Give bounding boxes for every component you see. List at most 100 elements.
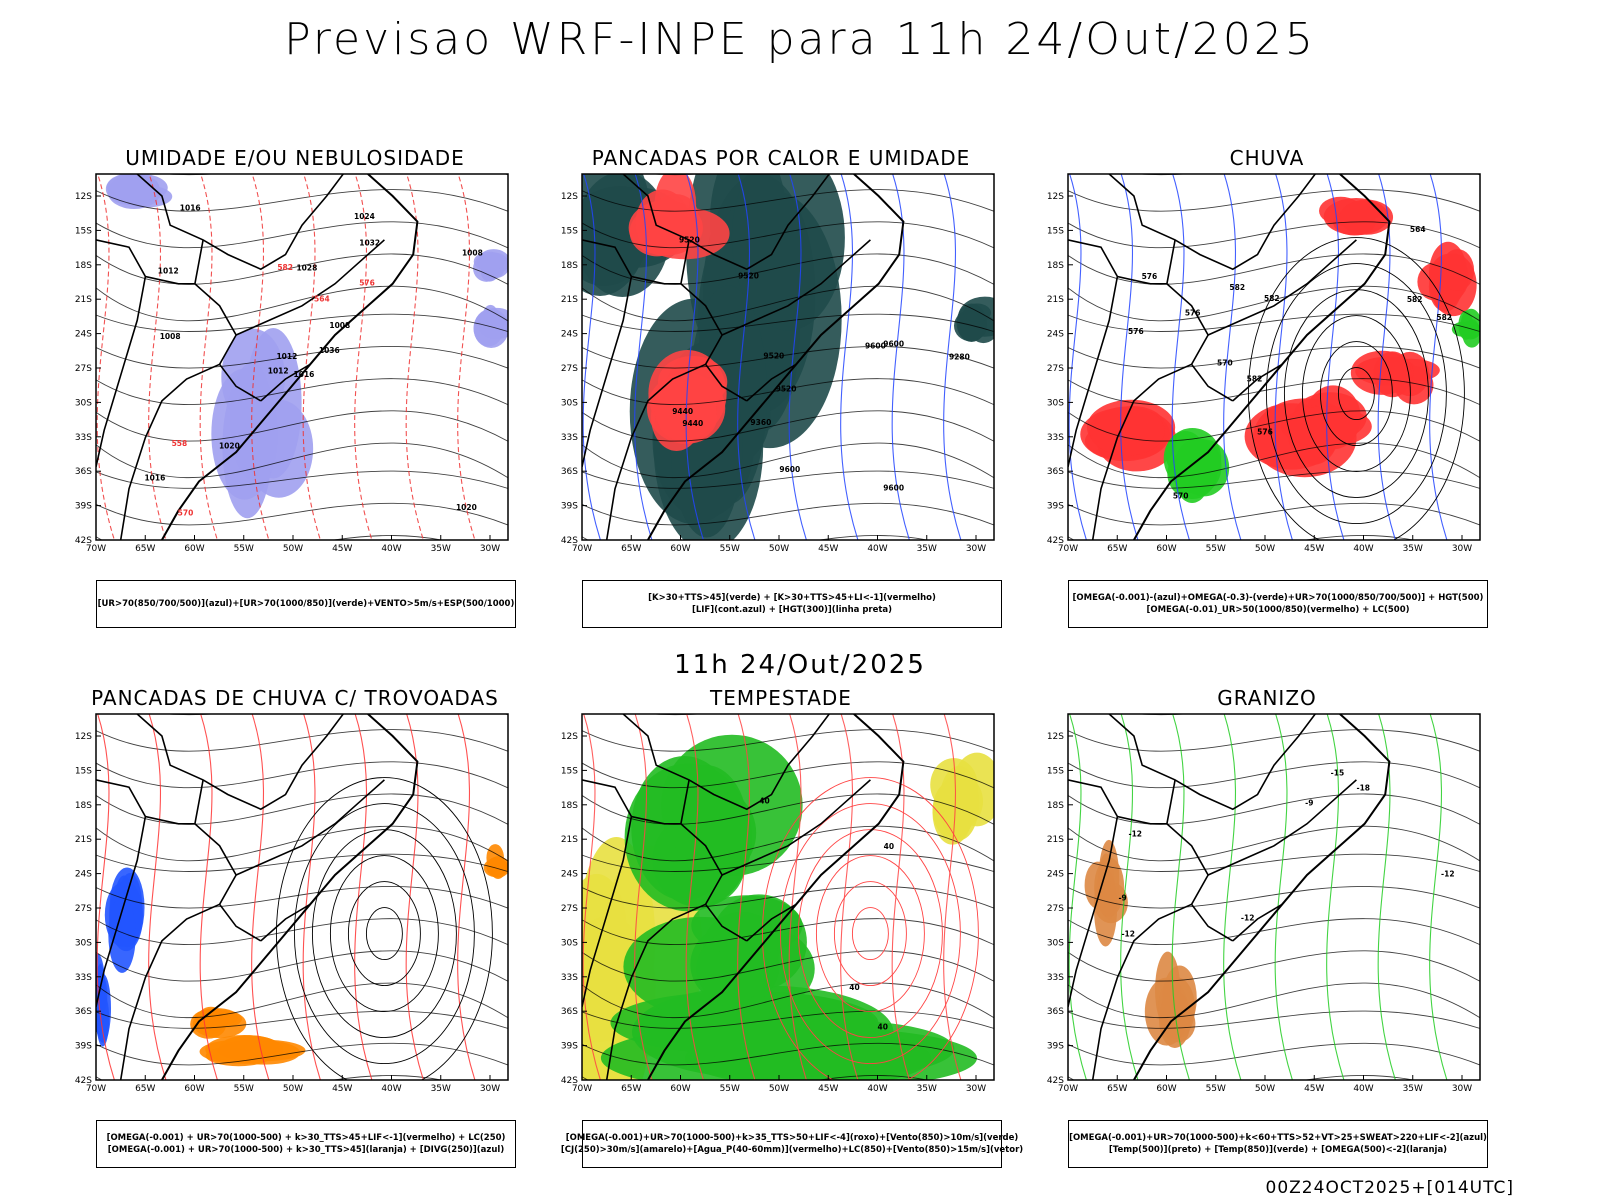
- main-title: Previsao WRF-INPE para 11h 24/Out/2025: [284, 14, 1316, 65]
- lon-tick-label: 30W: [480, 544, 500, 554]
- secondary-contour: [582, 714, 602, 1080]
- legend-text: [OMEGA(-0.001) + UR>70(1000-500) + k>30_…: [106, 1133, 506, 1143]
- contour-label: 9600: [883, 484, 904, 493]
- shaded-area: [1373, 351, 1412, 398]
- contour-label: 9520: [738, 272, 759, 281]
- contour-line: [96, 345, 508, 369]
- lat-tick-label: 36S: [561, 467, 578, 477]
- lat-tick-label: 15S: [1047, 766, 1064, 776]
- shaded-area: [600, 1024, 931, 1080]
- boundary-line: [96, 816, 147, 1007]
- lat-tick-label: 36S: [1047, 467, 1064, 477]
- legend-box: [OMEGA(-0.001)+UR>70(1000-500)+k<60+TTS>…: [1068, 1120, 1488, 1168]
- boundary-line: [1207, 779, 1357, 876]
- lat-tick-label: 33S: [561, 973, 578, 983]
- contour-label: 9520: [776, 384, 797, 393]
- contour-label: 1016: [144, 474, 165, 483]
- lat-tick-label: 33S: [1047, 433, 1064, 443]
- closed-isobar: [329, 855, 439, 1013]
- boundary-line: [721, 779, 871, 876]
- closed-isobar: [797, 829, 943, 1039]
- contour-line: [1068, 345, 1480, 369]
- contour-label: 1012: [158, 267, 179, 276]
- closed-isobar: [833, 881, 907, 987]
- secondary-contour: [634, 174, 653, 540]
- boundary-line: [582, 276, 633, 467]
- contour-line: [582, 221, 994, 249]
- lon-tick-label: 45W: [1304, 1084, 1324, 1094]
- contour-label: 1016: [180, 203, 201, 212]
- contour-label: -12: [1441, 870, 1455, 879]
- panel-umidade: UMIDADE E/OU NEBULOSIDADE 1016 1012 1012 101…: [60, 146, 530, 636]
- shaded-area: [1089, 406, 1165, 456]
- contour-label: 9600: [779, 465, 800, 474]
- contour-line: [1068, 502, 1480, 526]
- map-frame: [1067, 173, 1481, 541]
- secondary-contour: [96, 714, 116, 1080]
- lon-tick-label: 40W: [867, 544, 887, 554]
- lon-tick-label: 30W: [1452, 544, 1472, 554]
- legend-text: [Temp(500)](preto) + [Temp(850)](verde) …: [1108, 1145, 1448, 1155]
- panel-title: UMIDADE E/OU NEBULOSIDADE: [125, 146, 465, 170]
- lat-tick-label: 36S: [1047, 1007, 1064, 1017]
- panel-title: CHUVA: [1229, 146, 1305, 170]
- closed-isobar: [1283, 289, 1429, 499]
- lon-tick-label: 65W: [1107, 1084, 1127, 1094]
- contour-label: 1008: [160, 332, 181, 341]
- boundary-line: [260, 363, 311, 402]
- lat-tick-label: 30S: [75, 398, 92, 408]
- lat-tick-label: 24S: [75, 330, 92, 340]
- secondary-contour: [737, 174, 756, 540]
- lat-tick-label: 12S: [75, 732, 92, 742]
- coastline: [1133, 714, 1391, 1080]
- contour-line: [1068, 1042, 1480, 1066]
- coastline: [647, 714, 905, 1080]
- closed-isobar: [1247, 237, 1465, 540]
- shaded-area: [1460, 308, 1480, 338]
- lon-tick-label: 65W: [135, 1084, 155, 1094]
- contour-label: -15: [1331, 768, 1345, 777]
- lon-tick-label: 35W: [917, 544, 937, 554]
- boundary-line: [1232, 903, 1283, 942]
- boundary-line: [1068, 239, 1167, 285]
- boundary-line: [1091, 903, 1192, 1080]
- boundary-line: [119, 363, 220, 540]
- contour-label: 582: [1436, 313, 1452, 322]
- contour-line: [1068, 853, 1480, 873]
- contour-label: 9520: [763, 352, 784, 361]
- contour-label: 40: [849, 983, 859, 992]
- contour-label: -12: [1241, 914, 1255, 923]
- contour-line: [96, 502, 508, 526]
- contour-label: 582: [277, 263, 293, 272]
- secondary-contour: [1274, 174, 1294, 540]
- map-plot: -15 -12 -12 -9 -12 -18 -9 -12 12S 15S 18S 21S 24S 27S…: [1047, 713, 1481, 1094]
- map-frame: [581, 713, 995, 1081]
- contour-label: 570: [1173, 491, 1189, 500]
- lat-tick-label: 42S: [1047, 536, 1064, 546]
- coastline: [161, 174, 419, 540]
- contour-line: [96, 285, 508, 322]
- contour-label: 576: [1185, 308, 1201, 317]
- map-plot: 582 582 576 582 582 576 570 564 576 570 576 582 12S 1…: [1047, 173, 1481, 554]
- secondary-contour: [788, 174, 808, 540]
- secondary-contour: [1171, 174, 1191, 540]
- contour-label: 9360: [750, 418, 771, 427]
- lon-tick-label: 65W: [135, 544, 155, 554]
- secondary-contour: [148, 714, 167, 1080]
- shaded-area: [731, 174, 845, 331]
- coastline: [647, 174, 905, 540]
- boundary-line: [1108, 174, 1316, 271]
- boundary-line: [680, 779, 748, 942]
- legend-box: [K>30+TTS>45](verde) + [K>30+TTS>45+LI<-…: [582, 580, 1002, 628]
- lon-tick-label: 40W: [1353, 1084, 1373, 1094]
- legend-text: [K>30+TTS>45](verde) + [K>30+TTS>45+LI<-…: [648, 593, 936, 603]
- shaded-area: [654, 174, 697, 241]
- lat-tick-label: 24S: [1047, 870, 1064, 880]
- lat-tick-label: 27S: [75, 904, 92, 914]
- lat-tick-label: 36S: [75, 467, 92, 477]
- lon-tick-label: 50W: [283, 1084, 303, 1094]
- lon-tick-label: 35W: [1403, 1084, 1423, 1094]
- lon-tick-label: 45W: [1304, 544, 1324, 554]
- closed-isobar: [1265, 263, 1447, 525]
- contour-line: [1068, 793, 1480, 826]
